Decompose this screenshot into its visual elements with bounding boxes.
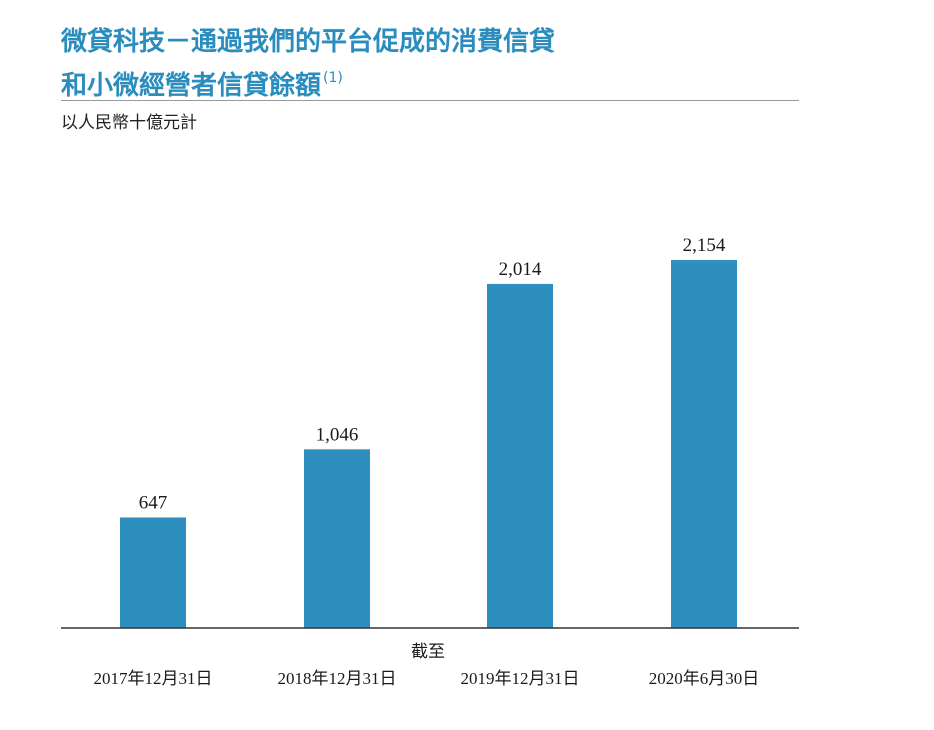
bar-value-label-4: 2,154 (683, 235, 726, 256)
x-axis-label: 截至 (411, 642, 445, 661)
title-footnote-marker: (1) (323, 70, 343, 86)
x-tick-labels: 2017年12月31日 2018年12月31日 2019年12月31日 2020年6月… (94, 669, 760, 688)
unit-label: 以人民幣十億元計 (61, 113, 197, 133)
bar-value-label-3: 2,014 (499, 259, 542, 280)
x-tick-label-1: 2017年12月31日 (94, 669, 213, 688)
chart-title-line-1: 微貸科技－通過我們的平台促成的消費信貸 (61, 27, 556, 57)
bar-3 (487, 283, 553, 628)
bar-4 (671, 260, 737, 628)
chart-title-line-2-text: 和小微經營者信貸餘額 (61, 71, 322, 101)
bar-1 (120, 517, 186, 628)
x-tick-label-4: 2020年6月30日 (649, 669, 760, 688)
bar-group: 647 1,046 2,014 2,154 (120, 235, 737, 628)
bar-value-label-2: 1,046 (316, 424, 359, 445)
x-tick-label-2: 2018年12月31日 (278, 669, 397, 688)
chart-title: 微貸科技－通過我們的平台促成的消費信貸 和小微經營者信貸餘額 (1) (61, 24, 821, 104)
title-divider (61, 100, 799, 101)
bar-2 (304, 449, 370, 628)
chart-title-line-2: 和小微經營者信貸餘額 (1) (61, 60, 821, 104)
x-tick-label-3: 2019年12月31日 (461, 669, 580, 688)
bar-value-label-1: 647 (139, 492, 168, 513)
